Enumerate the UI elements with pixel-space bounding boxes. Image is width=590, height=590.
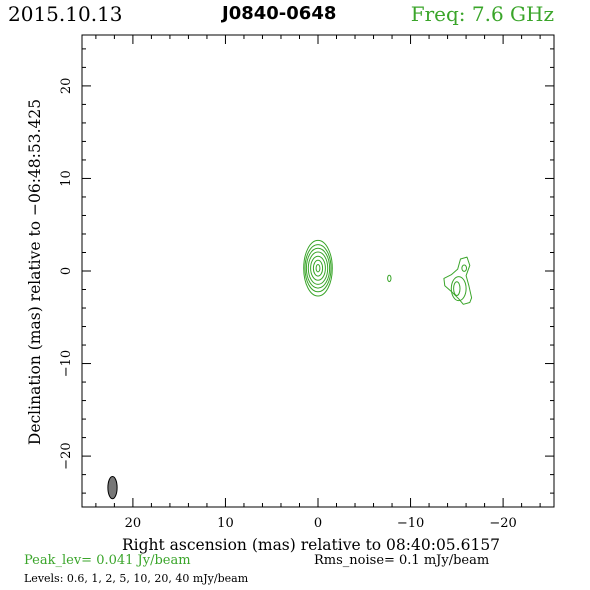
x-tick-label: 20 bbox=[125, 516, 142, 531]
jet-outer-contour bbox=[443, 256, 473, 305]
jet-contour-2 bbox=[453, 281, 461, 297]
contour-layer bbox=[303, 239, 473, 305]
y-tick-label: 10 bbox=[59, 170, 74, 187]
y-tick-label: −20 bbox=[59, 442, 74, 469]
peak-level: Peak_lev= 0.041 Jy/beam bbox=[24, 553, 191, 568]
beam-layer bbox=[107, 476, 118, 500]
observation-date: 2015.10.13 bbox=[8, 2, 123, 26]
x-axis-label: Right ascension (mas) relative to 08:40:… bbox=[122, 536, 500, 554]
x-tick-label: −20 bbox=[489, 516, 516, 531]
core-contour-4 bbox=[307, 251, 329, 285]
y-tick-label: 20 bbox=[59, 78, 74, 95]
knot-contour-1 bbox=[387, 274, 392, 283]
x-tick-label: 0 bbox=[314, 516, 322, 531]
frequency-label: Freq: 7.6 GHz bbox=[410, 2, 554, 26]
y-tick-labels: 20 10 0 −10 −20 bbox=[59, 78, 74, 470]
jet-contour-3 bbox=[461, 264, 468, 272]
contour-levels: Levels: 0.6, 1, 2, 5, 10, 20, 40 mJy/bea… bbox=[24, 572, 249, 585]
core-contour-3 bbox=[305, 247, 331, 289]
plot-frame bbox=[81, 34, 555, 508]
x-tick-label: 10 bbox=[217, 516, 234, 531]
core-contour-5 bbox=[310, 255, 326, 281]
x-tick-label: −10 bbox=[397, 516, 424, 531]
y-axis-label: Declination (mas) relative to −06:48:53.… bbox=[26, 99, 44, 445]
axis-ticks bbox=[82, 35, 554, 507]
beam-ellipse bbox=[107, 476, 118, 500]
core-contour-7 bbox=[315, 264, 321, 273]
x-tick-labels: 20 10 0 −10 −20 bbox=[125, 516, 517, 531]
core-contour-6 bbox=[312, 259, 324, 277]
jet-contour-1 bbox=[450, 276, 467, 302]
core-contour-1 bbox=[303, 239, 333, 297]
y-tick-label: 0 bbox=[59, 267, 74, 275]
source-name: J0840-0648 bbox=[222, 3, 337, 24]
rms-noise: Rms_noise= 0.1 mJy/beam bbox=[314, 553, 490, 568]
y-tick-label: −10 bbox=[59, 350, 74, 377]
core-contour-2 bbox=[304, 244, 332, 293]
